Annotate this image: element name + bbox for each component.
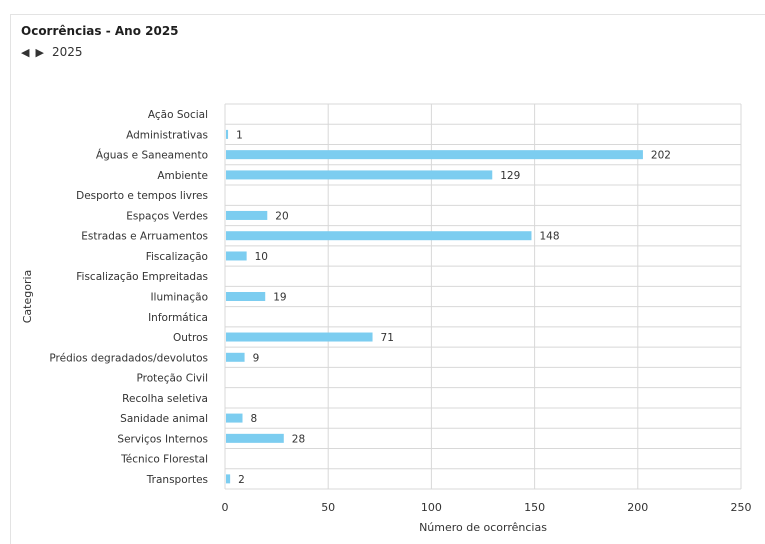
category-label: Outros	[173, 332, 208, 344]
x-axis-label: Número de ocorrências	[419, 521, 547, 534]
category-label: Administrativas	[126, 129, 208, 141]
x-tick-label: 200	[627, 501, 648, 514]
bar[interactable]	[226, 352, 245, 362]
category-label: Proteção Civil	[136, 373, 208, 385]
category-label: Desporto e tempos livres	[76, 190, 208, 202]
bar[interactable]	[226, 150, 643, 160]
bars	[226, 129, 643, 484]
category-label: Serviços Internos	[117, 433, 208, 445]
grid-lines	[224, 103, 742, 490]
category-label: Iluminação	[150, 292, 208, 304]
bar[interactable]	[226, 474, 231, 484]
data-label: 8	[251, 413, 258, 425]
y-axis-label: Categoria	[21, 270, 34, 324]
chart-panel	[10, 14, 765, 544]
category-labels: Ação Social Administrativas Águas e Saneam…	[49, 109, 208, 486]
year-label: 2025	[51, 45, 83, 59]
triangle-left-icon[interactable]: ◀	[21, 45, 30, 59]
category-label: Fiscalização Empreitadas	[76, 271, 208, 283]
year-navigator: ◀ ▶ 2025	[21, 45, 82, 59]
x-tick-labels: 0 50 100 150 200 250	[222, 501, 752, 514]
category-label: Espaços Verdes	[126, 210, 208, 222]
data-label: 28	[292, 433, 305, 445]
category-label: Transportes	[146, 474, 208, 486]
data-label: 148	[539, 231, 559, 243]
x-tick-label: 0	[222, 501, 229, 514]
category-label: Sanidade animal	[120, 413, 208, 425]
data-label: 20	[275, 210, 288, 222]
bar[interactable]	[226, 413, 243, 423]
bar[interactable]	[226, 129, 229, 139]
bar[interactable]	[226, 251, 247, 261]
category-label: Águas e Saneamento	[96, 149, 208, 162]
category-label: Técnico Florestal	[120, 454, 208, 466]
x-tick-label: 100	[421, 501, 442, 514]
category-label: Ambiente	[157, 170, 208, 182]
data-labels: 1 202 129 20 148 10 19 71 9 8 28 2	[236, 129, 671, 485]
category-label: Informática	[148, 312, 208, 324]
triangle-right-icon[interactable]: ▶	[35, 45, 44, 59]
data-label: 9	[253, 352, 260, 364]
bar[interactable]	[226, 231, 532, 241]
data-label: 19	[273, 292, 286, 304]
x-tick-label: 250	[731, 501, 752, 514]
bar[interactable]	[226, 433, 284, 443]
data-label: 71	[381, 332, 394, 344]
x-tick-label: 50	[321, 501, 335, 514]
data-label: 2	[238, 474, 245, 486]
category-label: Estradas e Arruamentos	[81, 231, 208, 243]
data-label: 1	[236, 129, 243, 141]
category-label: Prédios degradados/devolutos	[49, 352, 208, 364]
chart-title: Ocorrências - Ano 2025	[21, 24, 179, 38]
data-label: 10	[255, 251, 268, 263]
bar[interactable]	[226, 170, 493, 180]
category-label: Fiscalização	[146, 251, 208, 263]
bar[interactable]	[226, 292, 266, 301]
bar[interactable]	[226, 332, 373, 342]
category-label: Ação Social	[148, 109, 208, 121]
data-label: 202	[651, 150, 671, 162]
data-label: 129	[500, 170, 520, 182]
category-label: Recolha seletiva	[122, 393, 208, 405]
x-tick-label: 150	[524, 501, 545, 514]
bar[interactable]	[226, 210, 268, 220]
